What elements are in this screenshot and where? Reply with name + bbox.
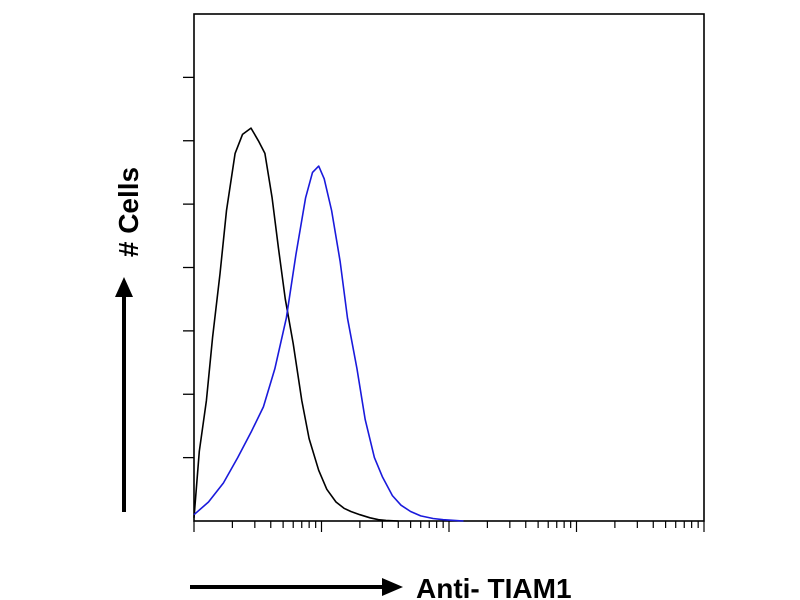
y-axis-arrow-head	[115, 277, 133, 297]
series-group	[193, 127, 464, 522]
y-axis-ticks	[183, 76, 194, 459]
series-line-1	[193, 127, 399, 522]
series-line-2	[193, 165, 464, 522]
x-axis-ticks	[193, 521, 705, 532]
x-axis-arrow-head	[382, 578, 403, 596]
y-axis-title: # Cells	[113, 167, 144, 257]
x-axis-title: Anti- TIAM1	[416, 573, 572, 600]
plot-frame	[193, 13, 705, 522]
